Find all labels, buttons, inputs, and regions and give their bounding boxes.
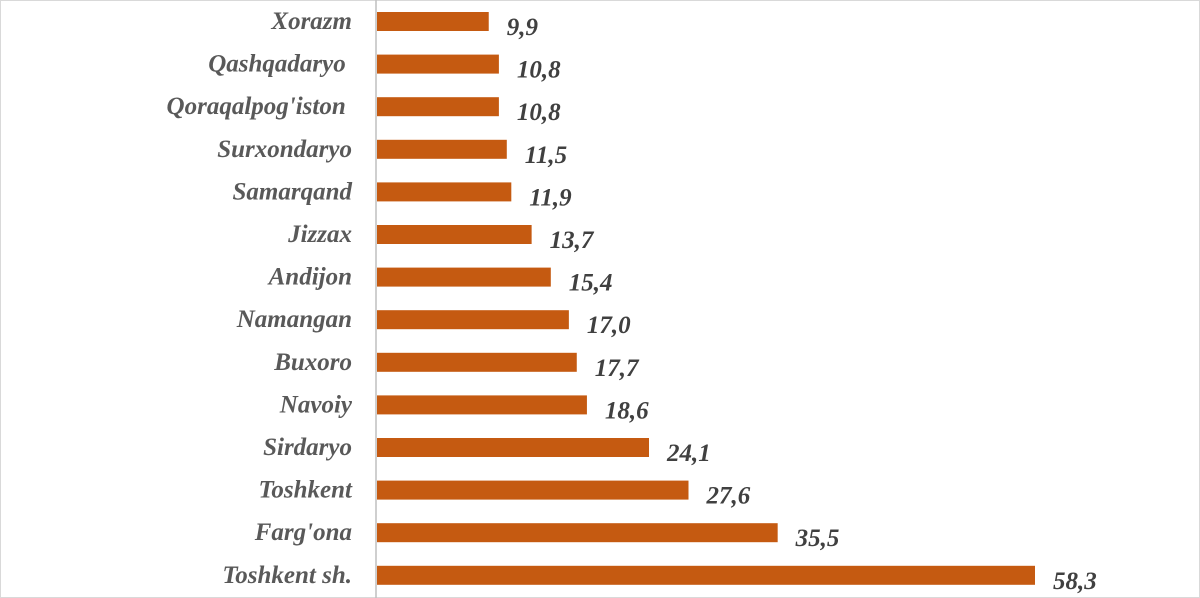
category-label: Qoraqalpog'iston — [167, 93, 352, 120]
bar — [377, 480, 689, 500]
category-label: Buxoro — [273, 349, 352, 376]
value-label: 18,6 — [605, 397, 649, 424]
value-label: 10,8 — [517, 57, 561, 84]
category-label: Toshkent sh. — [222, 562, 352, 589]
value-label: 35,5 — [795, 525, 840, 552]
value-label: 13,7 — [550, 227, 595, 254]
category-label: Sirdaryo — [263, 434, 352, 461]
value-label: 9,9 — [507, 14, 539, 41]
bar — [377, 12, 489, 31]
bar — [377, 438, 650, 457]
value-label: 27,6 — [706, 483, 751, 510]
category-label: Jizzax — [287, 221, 352, 248]
bar — [377, 54, 499, 74]
category-label: Toshkent — [258, 477, 353, 504]
bar — [377, 225, 532, 244]
category-label: Samarqand — [233, 178, 353, 205]
value-label: 58,3 — [1053, 568, 1097, 595]
category-label: Qashqadaryo — [208, 51, 352, 78]
value-label: 17,0 — [587, 312, 631, 339]
bar — [377, 310, 569, 330]
value-label: 11,5 — [525, 142, 567, 169]
bar — [377, 395, 587, 415]
bar — [377, 523, 778, 543]
category-label: Navoiy — [279, 391, 353, 418]
category-label: Xorazm — [270, 8, 352, 35]
category-label: Farg'ona — [254, 519, 352, 546]
bar — [377, 139, 507, 159]
value-label: 10,8 — [517, 99, 561, 126]
category-label: Andijon — [267, 264, 352, 291]
category-label: Surxondaryo — [217, 136, 352, 163]
bar — [377, 182, 512, 202]
bar — [377, 565, 1035, 585]
value-label: 11,9 — [529, 184, 572, 211]
bar — [377, 352, 577, 372]
bar — [377, 267, 551, 287]
value-label: 15,4 — [569, 270, 613, 297]
bar — [377, 97, 499, 117]
value-label: 17,7 — [595, 355, 640, 382]
category-label: Namangan — [236, 306, 352, 333]
value-label: 24,1 — [666, 440, 711, 467]
